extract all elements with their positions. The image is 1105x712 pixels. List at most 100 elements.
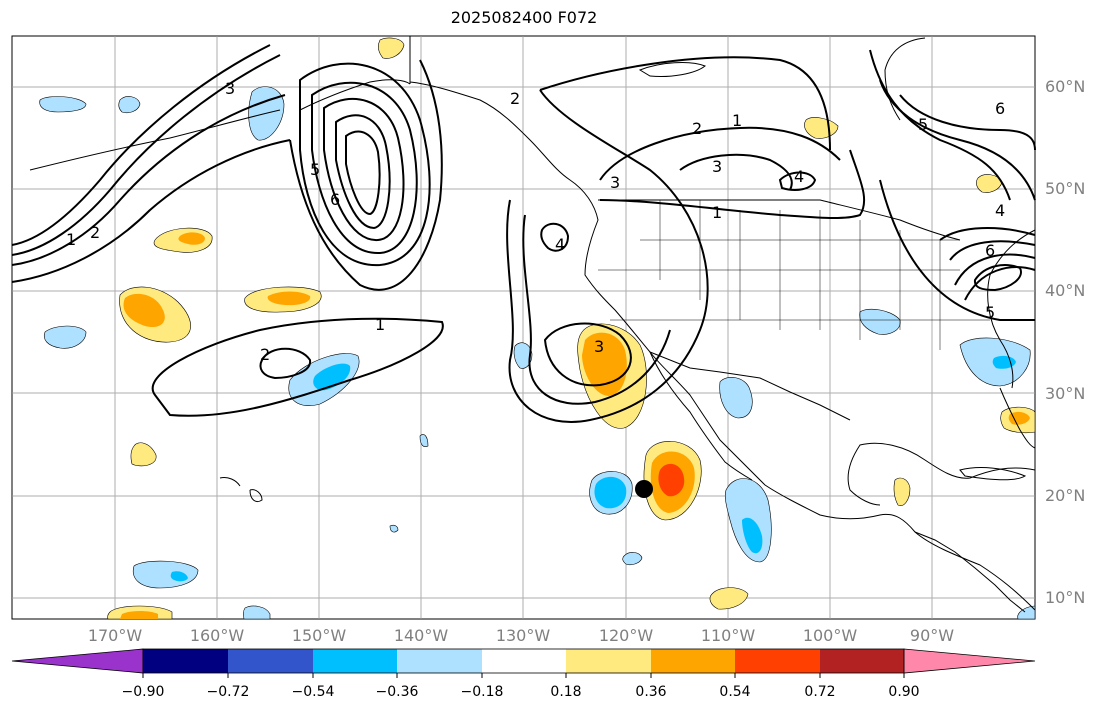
colorbar-swatch: [397, 649, 482, 673]
contour-label: 3: [712, 157, 722, 176]
colorbar-swatch: [651, 649, 735, 673]
contour-canada-4: [778, 171, 817, 191]
blob-pos-pacific-1-core: [123, 293, 165, 328]
lon-label: 140°W: [393, 626, 449, 645]
contour-lines: [11, 44, 1036, 423]
contour-label: 3: [225, 79, 235, 98]
us-mexico-border: [649, 351, 851, 421]
contour-label: 2: [90, 223, 100, 242]
contour-label: 1: [66, 230, 76, 249]
us-state-borders: [598, 200, 990, 350]
contour-1-pacific: [151, 317, 444, 417]
contour-mid-1: [599, 149, 866, 220]
contour-east-low-3: [954, 253, 1036, 286]
colorbar-tick-label: −0.36: [375, 684, 419, 700]
lat-label: 10°N: [1045, 588, 1086, 607]
colorbar-extend-high: [903, 648, 1036, 674]
lat-label: 20°N: [1045, 486, 1086, 505]
colorbar-tick-label: −0.72: [206, 684, 250, 700]
lon-label: 110°W: [700, 626, 756, 645]
contour-label: 2: [692, 119, 702, 138]
lon-label: 130°W: [495, 626, 551, 645]
contour-label: 6: [985, 241, 995, 260]
contour-canada-1: [539, 56, 831, 151]
contour-low-aleutian-1: [299, 62, 431, 267]
east-coast: [987, 229, 1036, 389]
aleutians: [29, 109, 281, 171]
colorbar-tick-label: 0.36: [635, 684, 667, 700]
contour-coast-low-2: [522, 214, 671, 405]
contour-label: 4: [555, 235, 565, 254]
contour-label: 6: [330, 190, 340, 209]
blob-neg-storm-west-core: [594, 476, 627, 509]
contour-low-aleutian-4: [335, 114, 391, 230]
blob-pos-pacific-2-core: [267, 291, 311, 306]
contour-label: 6: [995, 99, 1005, 118]
contour-coast-low-1: [506, 89, 709, 423]
colorbar-extend-low: [11, 648, 144, 674]
contour-east-low-4: [964, 266, 1036, 301]
contour-label: 5: [985, 303, 995, 322]
contour-label: 3: [594, 337, 604, 356]
lon-label: 160°W: [189, 626, 245, 645]
lon-label: 170°W: [87, 626, 143, 645]
contour-low-aleutian-3: [323, 97, 405, 242]
storm-center-marker: [635, 480, 653, 498]
contour-east-low-1: [939, 227, 1036, 241]
contour-label: 4: [995, 201, 1005, 220]
contour-wave-west-4: [11, 139, 291, 283]
contour-wave-west-3: [11, 94, 286, 266]
greenland-tip: [638, 62, 706, 77]
colorbar-swatch: [313, 649, 397, 673]
lat-label: 40°N: [1045, 281, 1086, 300]
contour-label: 1: [712, 203, 722, 222]
blob-pos-baja-core: [658, 463, 685, 497]
contour-wave-west-2: [11, 54, 281, 256]
colorbar-swatch: [143, 649, 228, 673]
contour-label: 5: [310, 160, 320, 179]
gulf-coast: [847, 442, 1036, 506]
contour-label: 1: [375, 315, 385, 334]
colorbar-tick-label: −0.54: [291, 684, 335, 700]
lon-label: 150°W: [291, 626, 347, 645]
contour-east-low-2: [949, 240, 1036, 261]
contour-label: 1: [732, 111, 742, 130]
colorbar-swatch: [482, 649, 566, 673]
us-canada-border: [598, 199, 961, 241]
colorbar-tick-label: 0.90: [888, 684, 920, 700]
colorbar-swatch: [228, 649, 313, 673]
contour-outer-low: [289, 59, 443, 291]
anomaly-shading: [39, 37, 1036, 620]
contour-label: 5: [918, 115, 928, 134]
lat-label: 30°N: [1045, 384, 1086, 403]
colorbar-swatch: [735, 649, 820, 673]
contour-coast-low-4: [540, 222, 570, 252]
cuba: [959, 467, 1027, 481]
contour-east-low-5: [973, 264, 1022, 292]
lat-label: 60°N: [1045, 77, 1086, 96]
map-panel: 1 2 3 4 5 6 1 1 2 3 4 3 6 5 4 5 6 2 1 3 …: [11, 35, 1036, 620]
contour-east-trough-2: [879, 79, 1036, 201]
colorbar-swatch: [566, 649, 651, 673]
contour-canada-3: [679, 153, 793, 191]
lon-label: 100°W: [802, 626, 858, 645]
contour-east-trough-4: [879, 179, 1035, 322]
colorbar-tick-label: 0.72: [804, 684, 836, 700]
contour-canada-2: [599, 126, 841, 181]
north-america-coast: [409, 36, 1036, 611]
colorbar-swatch: [820, 649, 904, 673]
blob-pos-pacific-3-core: [178, 232, 205, 245]
contour-wave-west-1: [11, 44, 271, 246]
contour-low-aleutian-2: [311, 81, 418, 255]
contour-label: 3: [610, 173, 620, 192]
blob-neg-pacific-core: [313, 363, 351, 391]
contour-2-pacific: [259, 347, 312, 380]
lon-label: 90°W: [909, 626, 955, 645]
lat-label: 50°N: [1045, 179, 1086, 198]
contour-east-trough-3: [899, 94, 1036, 151]
colorbar-tick-label: −0.18: [460, 684, 504, 700]
contour-coast-low-3: [543, 322, 632, 387]
contour-low-aleutian-5: [345, 130, 381, 216]
contour-label-group: 1 2 3 4 5 6 1 1 2 3 4 3 6 5 4 5 6 2 1 3 …: [66, 79, 1005, 364]
